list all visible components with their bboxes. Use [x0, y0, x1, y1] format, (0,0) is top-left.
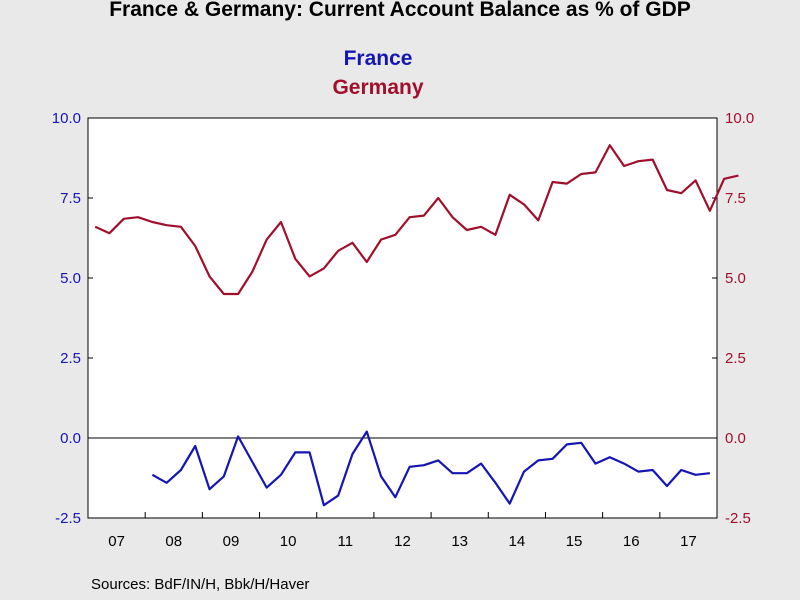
source-note: Sources: BdF/IN/H, Bbk/H/Haver — [91, 576, 309, 593]
legend-germany: Germany — [332, 76, 423, 99]
x-tick-label: 15 — [566, 533, 583, 550]
plot-area — [87, 117, 718, 519]
y-left-tick-label: -2.5 — [55, 510, 81, 527]
series-lines — [94, 144, 739, 507]
x-tick-label: 07 — [108, 533, 125, 550]
axes: 10.0 7.5 5.0 2.5 0.0 -2.5 10.0 7.5 5.0 2.5 0.0 -2.5… — [52, 110, 754, 550]
x-tick-label: 10 — [280, 533, 297, 550]
x-tick-label: 09 — [223, 533, 240, 550]
x-tick-label: 13 — [451, 533, 468, 550]
x-tick-label: 08 — [165, 533, 182, 550]
y-left-tick-label: 0.0 — [60, 430, 81, 447]
x-tick-label: 16 — [623, 533, 640, 550]
series-line-france — [151, 430, 710, 507]
x-tick-label: 11 — [338, 533, 354, 550]
series-line-germany — [94, 144, 739, 296]
y-left-tick-label: 10.0 — [52, 110, 81, 127]
y-right-tick-label: 7.5 — [725, 190, 746, 207]
y-left-tick-label: 2.5 — [60, 350, 81, 367]
x-tick-label: 17 — [680, 533, 697, 550]
y-right-tick-label: -2.5 — [725, 510, 751, 527]
x-tick-label: 12 — [394, 533, 411, 550]
chart-title: France & Germany: Current Account Balanc… — [109, 0, 691, 21]
y-right-tick-label: 2.5 — [725, 350, 746, 367]
y-right-tick-label: 5.0 — [725, 270, 746, 287]
y-left-tick-label: 7.5 — [60, 190, 81, 207]
y-right-tick-label: 10.0 — [725, 110, 754, 127]
legend-france: France — [344, 47, 413, 70]
y-right-tick-label: 0.0 — [725, 430, 746, 447]
y-left-tick-label: 5.0 — [60, 270, 81, 287]
x-tick-label: 14 — [509, 533, 526, 550]
